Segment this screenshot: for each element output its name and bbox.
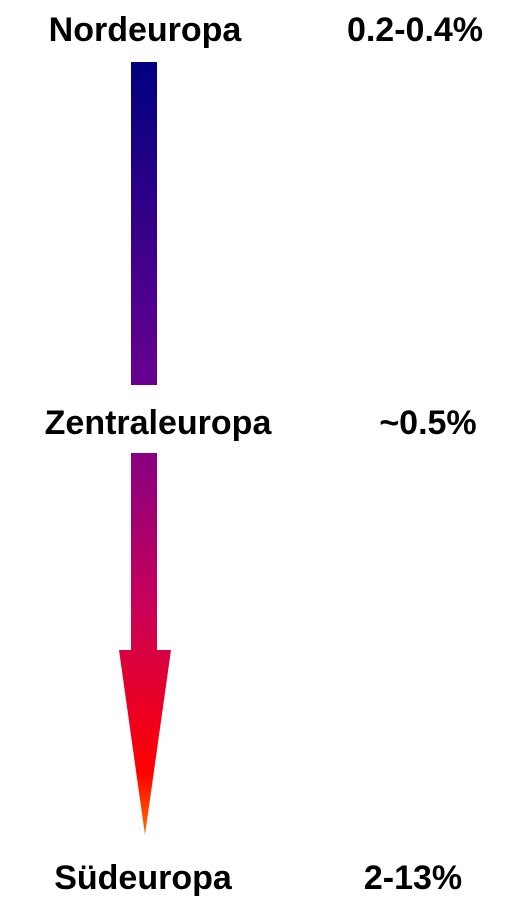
region-name: Südeuropa [54,859,233,897]
region-value: ~0.5% [379,404,476,442]
region-name: Zentraleuropa [45,404,273,442]
arrow-lower [119,453,171,835]
region-value: 2-13% [364,859,462,897]
region-value: 0.2-0.4% [347,11,483,49]
arrow-upper [131,62,157,385]
region-name: Nordeuropa [49,11,243,49]
